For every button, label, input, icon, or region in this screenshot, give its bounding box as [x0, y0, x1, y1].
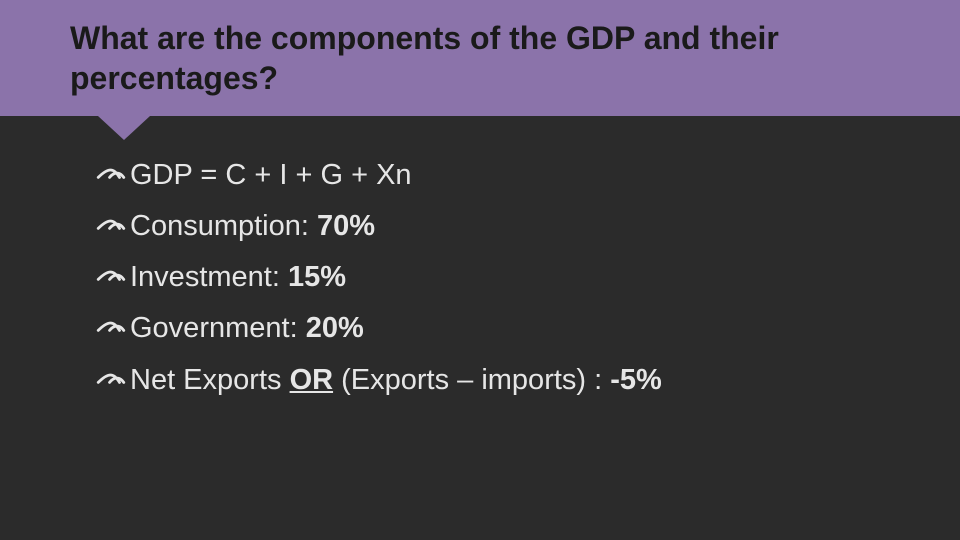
slide-title: What are the components of the GDP and t…: [70, 18, 890, 98]
bullet-bold: 70%: [317, 210, 375, 242]
bullet-pre: GDP = C + I + G + Xn: [130, 159, 412, 191]
swirl-bullet-icon: [94, 159, 128, 193]
list-item: Government: 20%: [94, 309, 890, 348]
bullet-bold: -5%: [610, 364, 662, 396]
swirl-bullet-icon: [94, 261, 128, 295]
bullet-pre: Consumption:: [130, 210, 317, 242]
bullet-mid: (Exports – imports) :: [333, 364, 610, 396]
bullet-bold: 20%: [306, 312, 364, 344]
slide-body: GDP = C + I + G + Xn Consumption: 70% In…: [0, 116, 960, 400]
bullet-pre: Net Exports: [130, 364, 290, 396]
swirl-bullet-icon: [94, 312, 128, 346]
swirl-bullet-icon: [94, 364, 128, 398]
bullet-text: Net Exports OR (Exports – imports) : -5%: [130, 361, 890, 400]
header-notch-icon: [98, 116, 150, 140]
list-item: Investment: 15%: [94, 258, 890, 297]
list-item: GDP = C + I + G + Xn: [94, 156, 890, 195]
bullet-bold: 15%: [288, 261, 346, 293]
bullet-pre: Government:: [130, 312, 306, 344]
bullet-text: Investment: 15%: [130, 258, 890, 297]
bullet-text: GDP = C + I + G + Xn: [130, 156, 890, 195]
bullet-underline-bold: OR: [290, 364, 334, 396]
list-item: Net Exports OR (Exports – imports) : -5%: [94, 361, 890, 400]
bullet-pre: Investment:: [130, 261, 288, 293]
bullet-text: Government: 20%: [130, 309, 890, 348]
bullet-text: Consumption: 70%: [130, 207, 890, 246]
list-item: Consumption: 70%: [94, 207, 890, 246]
slide-header: What are the components of the GDP and t…: [0, 0, 960, 116]
swirl-bullet-icon: [94, 210, 128, 244]
